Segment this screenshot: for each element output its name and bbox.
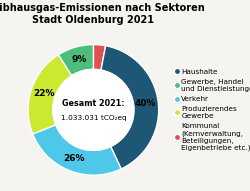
Text: 40%: 40% (134, 99, 156, 108)
Text: 9%: 9% (71, 55, 86, 64)
Wedge shape (101, 46, 159, 169)
Wedge shape (28, 55, 72, 134)
Text: 1.033.031 tCO₂eq: 1.033.031 tCO₂eq (60, 115, 126, 121)
Text: 26%: 26% (64, 154, 85, 163)
Text: Gesamt 2021:: Gesamt 2021: (62, 99, 125, 108)
Title: Treibhausgas-Emissionen nach Sektoren
Stadt Oldenburg 2021: Treibhausgas-Emissionen nach Sektoren St… (0, 3, 205, 25)
Legend: Haushalte, Gewerbe, Handel
und Dienstleistungen, Verkehr, Produzierendes
Gewerbe: Haushalte, Gewerbe, Handel und Dienstlei… (175, 69, 250, 151)
Wedge shape (33, 125, 121, 175)
Wedge shape (58, 45, 94, 76)
Circle shape (53, 69, 134, 150)
Wedge shape (94, 45, 106, 70)
Text: 22%: 22% (33, 89, 54, 98)
